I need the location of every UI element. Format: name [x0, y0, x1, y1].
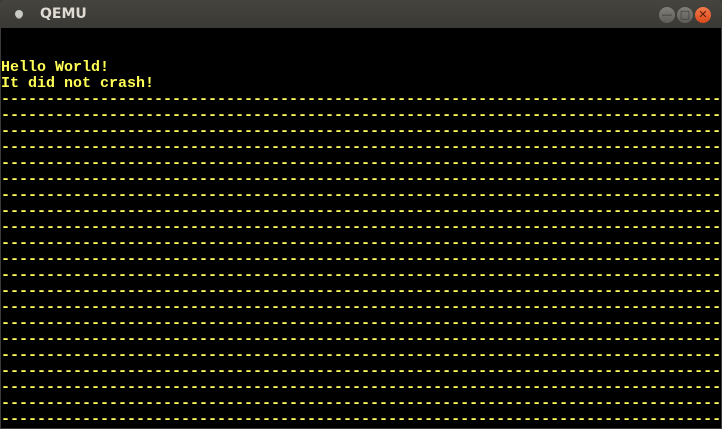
- maximize-button[interactable]: □: [677, 7, 693, 23]
- console-line: ----------------------------------------…: [1, 123, 721, 140]
- console-line: ----------------------------------------…: [1, 347, 721, 364]
- console-line: ----------------------------------------…: [1, 91, 721, 108]
- console-line: ----------------------------------------…: [1, 363, 721, 380]
- console-line: ----------------------------------------…: [1, 283, 721, 300]
- console-line: ----------------------------------------…: [1, 219, 721, 236]
- app-menu-icon[interactable]: [15, 10, 23, 18]
- console-line: ----------------------------------------…: [1, 299, 721, 316]
- console-line: ----------------------------------------…: [1, 235, 721, 252]
- console-line: ----------------------------------------…: [1, 315, 721, 332]
- console-line: ----------------------------------------…: [1, 331, 721, 348]
- console-line: ----------------------------------------…: [1, 411, 721, 428]
- console-line: ----------------------------------------…: [1, 395, 721, 412]
- console-line: ----------------------------------------…: [1, 187, 721, 204]
- vm-display[interactable]: Hello World! It did not crash! -----------…: [1, 28, 721, 428]
- maximize-icon: □: [679, 8, 691, 21]
- title-bar[interactable]: QEMU — □ ✕: [0, 0, 722, 28]
- console-line: [1, 28, 721, 44]
- minimize-icon: —: [661, 8, 673, 21]
- console-line: ----------------------------------------…: [1, 379, 721, 396]
- console-line: [1, 44, 721, 60]
- console-line: ----------------------------------------…: [1, 171, 721, 188]
- minimize-button[interactable]: —: [659, 7, 675, 23]
- console-line: ----------------------------------------…: [1, 107, 721, 124]
- console-line: ----------------------------------------…: [1, 251, 721, 268]
- console-line: ----------------------------------------…: [1, 155, 721, 172]
- console-line: ----------------------------------------…: [1, 203, 721, 220]
- console-line: ----------------------------------------…: [1, 139, 721, 156]
- console-line: ----------------------------------------…: [1, 267, 721, 284]
- console-line: Hello World!: [1, 59, 110, 76]
- close-icon: ✕: [698, 8, 708, 21]
- console-line: It did not crash!: [1, 75, 155, 92]
- close-button[interactable]: ✕: [695, 7, 711, 23]
- window-title: QEMU: [40, 6, 87, 22]
